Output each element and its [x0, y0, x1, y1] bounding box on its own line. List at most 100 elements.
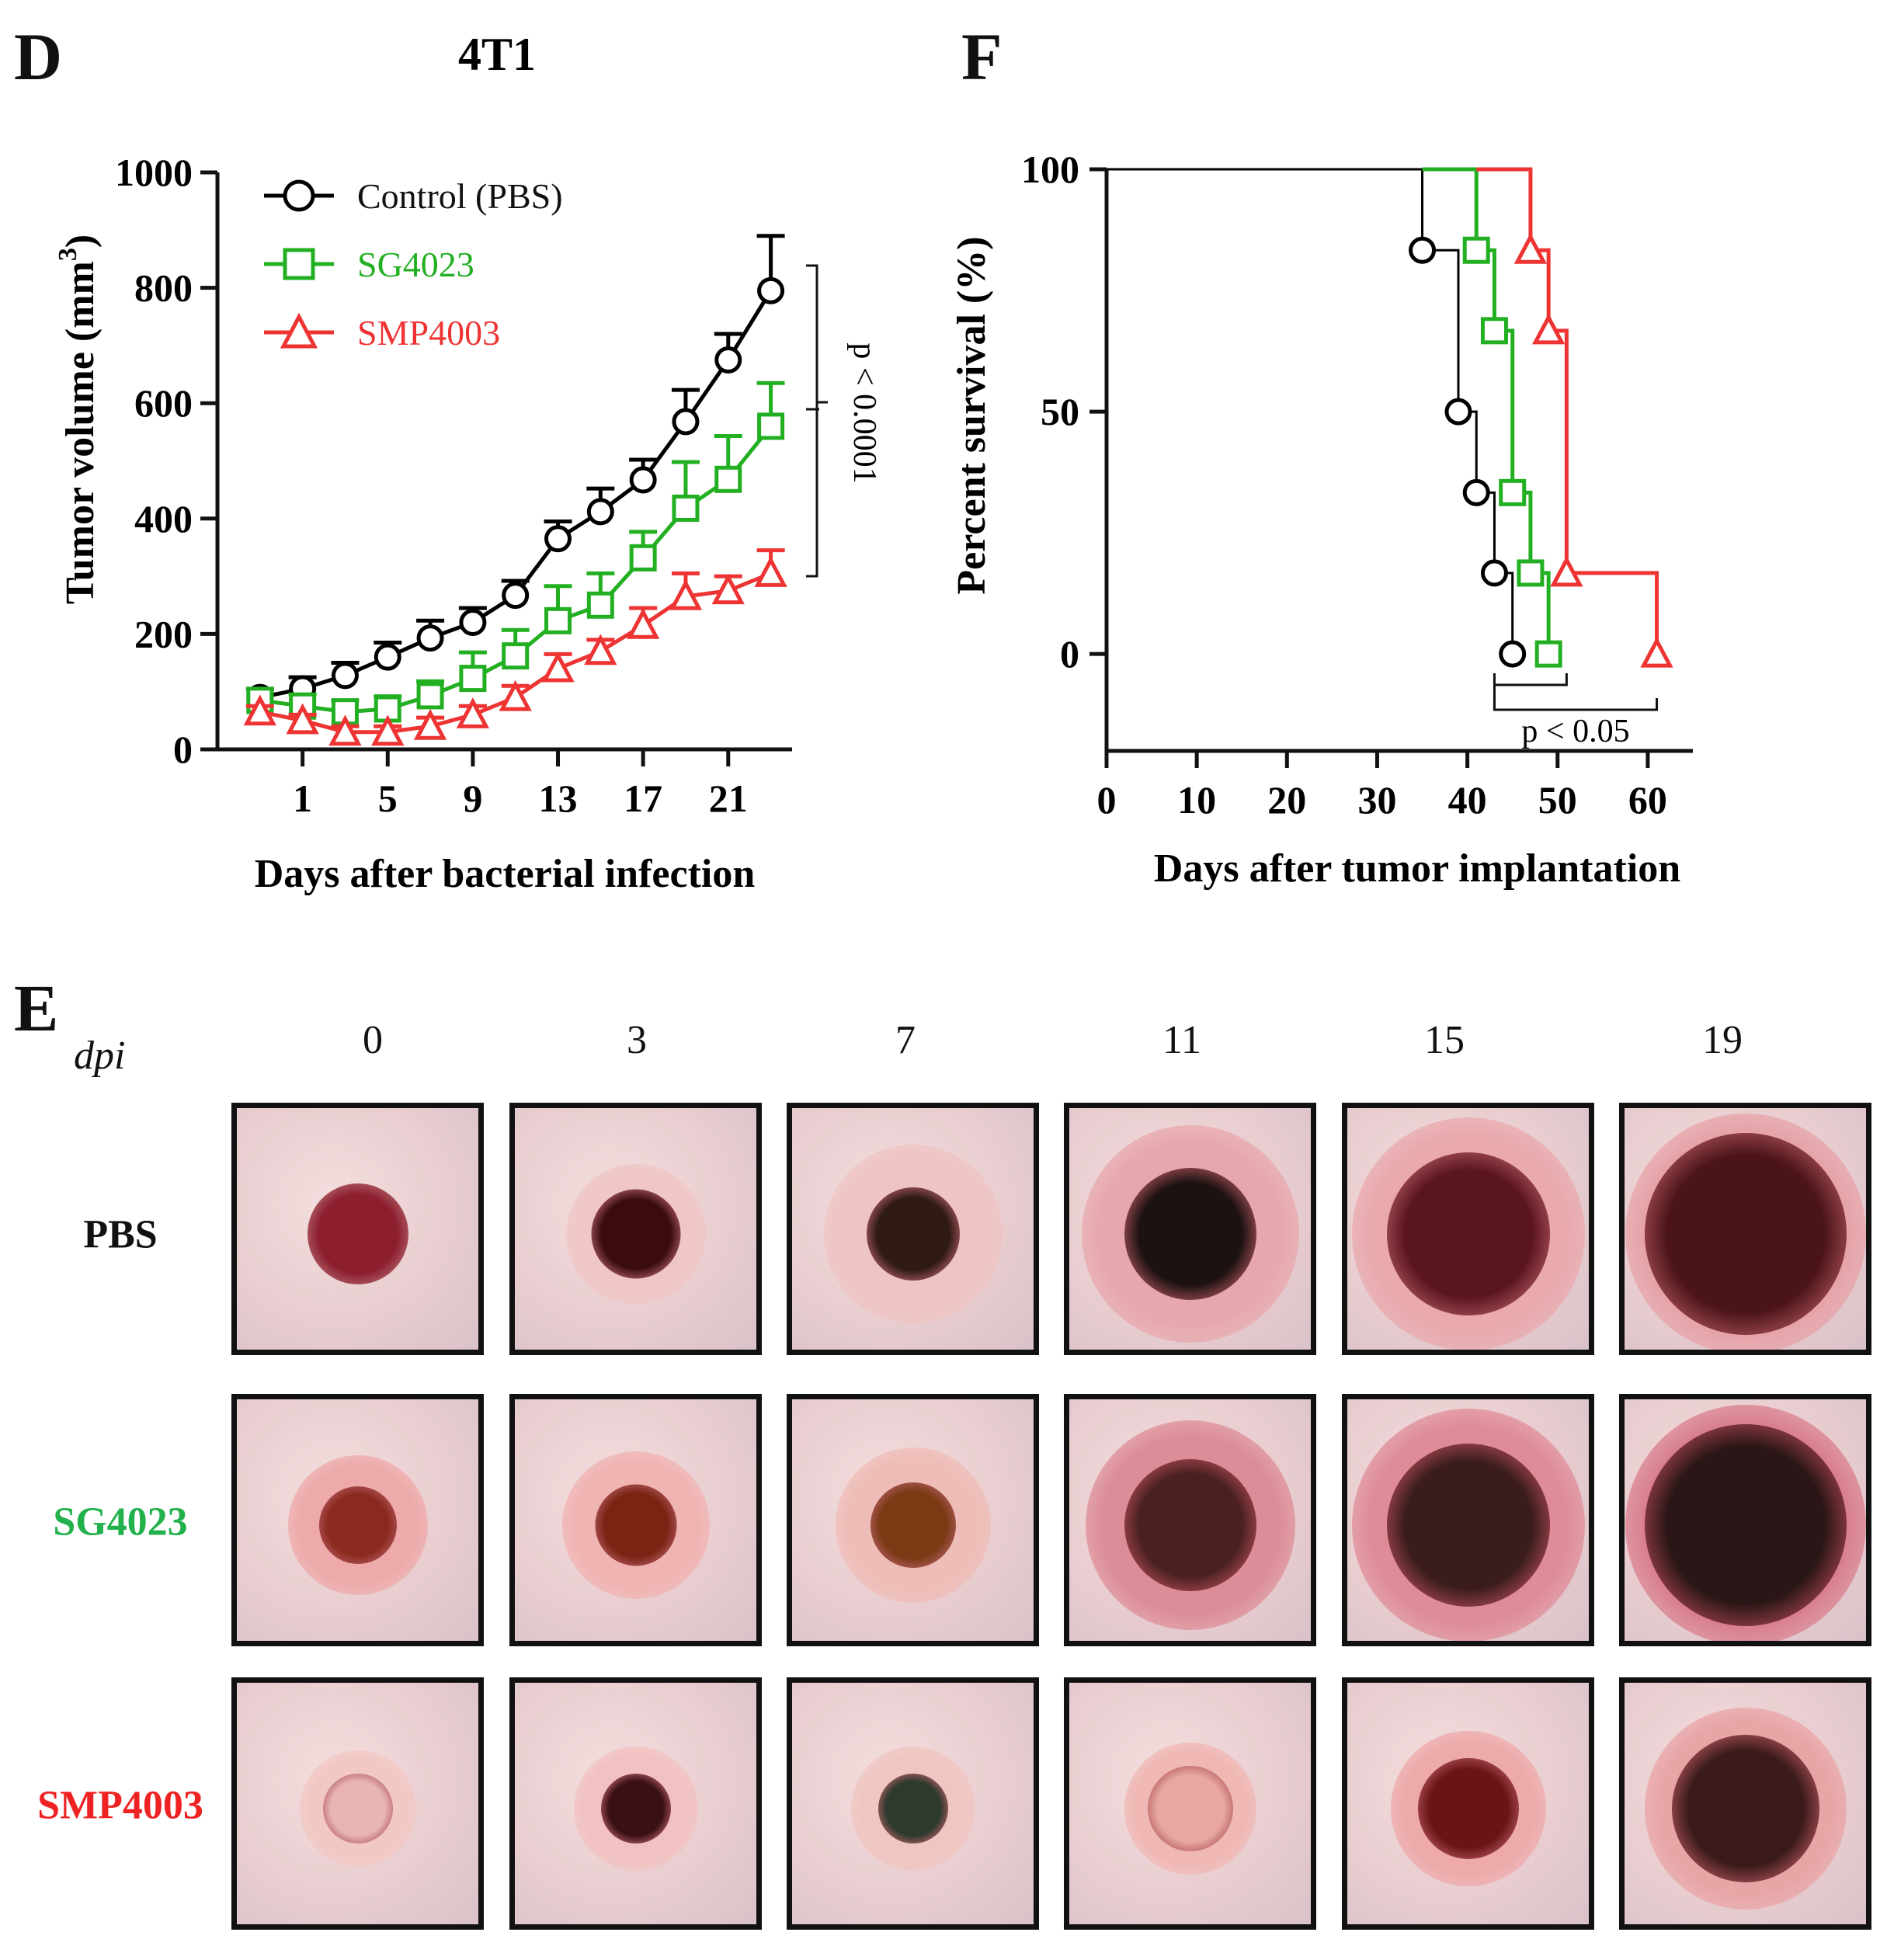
tumor-lesion [591, 1189, 680, 1279]
tumor-lesion [318, 1486, 397, 1564]
tumor-lesion [1644, 1423, 1847, 1626]
chart-f-point [1462, 236, 1490, 264]
tumor-lesion [1671, 1734, 1819, 1882]
tumor-photo [1064, 1394, 1316, 1646]
chart-f-xtick-label: 0 [1097, 778, 1117, 822]
chart-d-legend-marker [280, 312, 318, 349]
chart-d-point [757, 412, 785, 440]
chart-f-xtick-label: 40 [1448, 778, 1487, 822]
chart-d-point [626, 607, 660, 639]
chart-d-point [629, 544, 657, 572]
chart-f-point [1640, 636, 1673, 668]
chart-d-point [672, 494, 700, 522]
tumor-photo [509, 1394, 762, 1646]
chart-f-xtick-label: 10 [1177, 778, 1216, 822]
chart-f-point [1513, 232, 1548, 264]
tumor-lesion [866, 1187, 960, 1281]
chart-d-xtick-label: 1 [293, 777, 312, 820]
tumor-lesion [877, 1773, 948, 1844]
tumor-photo [509, 1103, 762, 1355]
chart-d-ytick-label: 400 [134, 497, 193, 540]
chart-d-point [757, 276, 785, 304]
chart-d-point [331, 662, 359, 690]
chart-d-point [459, 665, 487, 693]
chart-d-legend-label: SMP4003 [357, 313, 500, 353]
chart-f-point [1444, 398, 1472, 426]
chart-d-point [374, 643, 401, 671]
chart-d-point [544, 606, 572, 634]
tumor-photo [509, 1677, 762, 1930]
chart-f-xtick-label: 50 [1538, 778, 1577, 822]
chart-d-point [331, 698, 359, 726]
chart-d-bracket [806, 264, 818, 578]
chart-d-point [754, 556, 787, 587]
chart-d-point [499, 679, 532, 711]
tumor-photo [231, 1394, 484, 1646]
tumor-lesion [307, 1183, 408, 1284]
chart-d-point [328, 714, 362, 746]
chart-d-point [629, 466, 657, 494]
tumor-photo [1342, 1103, 1594, 1355]
chart-d-point [544, 525, 572, 553]
chart-d-point [586, 498, 614, 526]
tumor-photo [1342, 1677, 1594, 1930]
chart-d-ylabel: Tumor volume (mm3) [54, 235, 103, 604]
chart-d-ytick-label: 600 [134, 381, 193, 425]
chart-f-xlabel: Days after tumor implantation [1154, 846, 1680, 891]
tumor-lesion [1147, 1765, 1233, 1851]
chart-f-point [1550, 555, 1583, 587]
tumor-lesion [322, 1773, 393, 1844]
dpi-column-label: 3 [627, 1018, 647, 1062]
chart-d-ytick-label: 0 [173, 728, 193, 771]
chart-f-xtick-label: 30 [1357, 778, 1396, 822]
tumor-photo [1619, 1103, 1871, 1355]
chart-d-legend-marker [283, 179, 315, 212]
chart-f-point [1480, 317, 1508, 345]
chart-f-point [1409, 236, 1437, 264]
chart-f-bracket-2 [1493, 698, 1659, 711]
chart-d-point [584, 634, 617, 665]
chart-f-ytick-label: 100 [1021, 148, 1079, 191]
tumor-lesion [1386, 1443, 1550, 1607]
chart-d-point [541, 651, 575, 683]
chart-d-xtick-label: 5 [378, 777, 398, 820]
chart-d-point [586, 591, 614, 619]
chart-d-point [714, 465, 742, 493]
tumor-lesion [1644, 1132, 1847, 1335]
chart-d-legend-label: SG4023 [357, 245, 474, 284]
chart-d-point [416, 624, 444, 652]
panel-letter-e: E [14, 971, 59, 1045]
dpi-column-label: 11 [1162, 1018, 1202, 1062]
tumor-photo [1619, 1677, 1871, 1930]
chart-d-xtick-label: 17 [624, 777, 662, 820]
chart-d-point [502, 642, 530, 670]
tumor-photo [1064, 1103, 1316, 1355]
chart-f-point [1531, 313, 1566, 345]
chart-d-point [711, 573, 745, 605]
chart-d-xlabel: Days after bacterial infection [255, 852, 756, 896]
tumor-lesion [1124, 1458, 1256, 1591]
tumor-lesion [1386, 1152, 1550, 1315]
chart-f-xtick-label: 20 [1267, 778, 1306, 822]
chart-f-point [1499, 640, 1527, 668]
tumor-photo [787, 1394, 1039, 1646]
dpi-column-label: 19 [1702, 1018, 1743, 1062]
chart-d-legend-label: Control (PBS) [357, 176, 563, 216]
chart-d-point [672, 408, 700, 436]
tumor-lesion [870, 1482, 956, 1568]
chart-f-xtick-label: 60 [1628, 778, 1667, 822]
tumor-photo [1619, 1394, 1871, 1646]
chart-d-point [669, 579, 703, 610]
tumor-photo [1342, 1394, 1594, 1646]
chart-f-ylabel: Percent survival (%) [950, 236, 994, 594]
chart-d-point [286, 703, 319, 735]
chart-d-point [243, 694, 276, 726]
chart-d-point [459, 609, 487, 637]
chart-f-point [1534, 640, 1562, 668]
chart-f-ytick-label: 50 [1041, 390, 1079, 433]
dpi-label: dpi [74, 1034, 126, 1078]
row-label: SMP4003 [37, 1783, 203, 1828]
tumor-photo [231, 1103, 484, 1355]
chart-d-title: 4T1 [458, 29, 536, 80]
